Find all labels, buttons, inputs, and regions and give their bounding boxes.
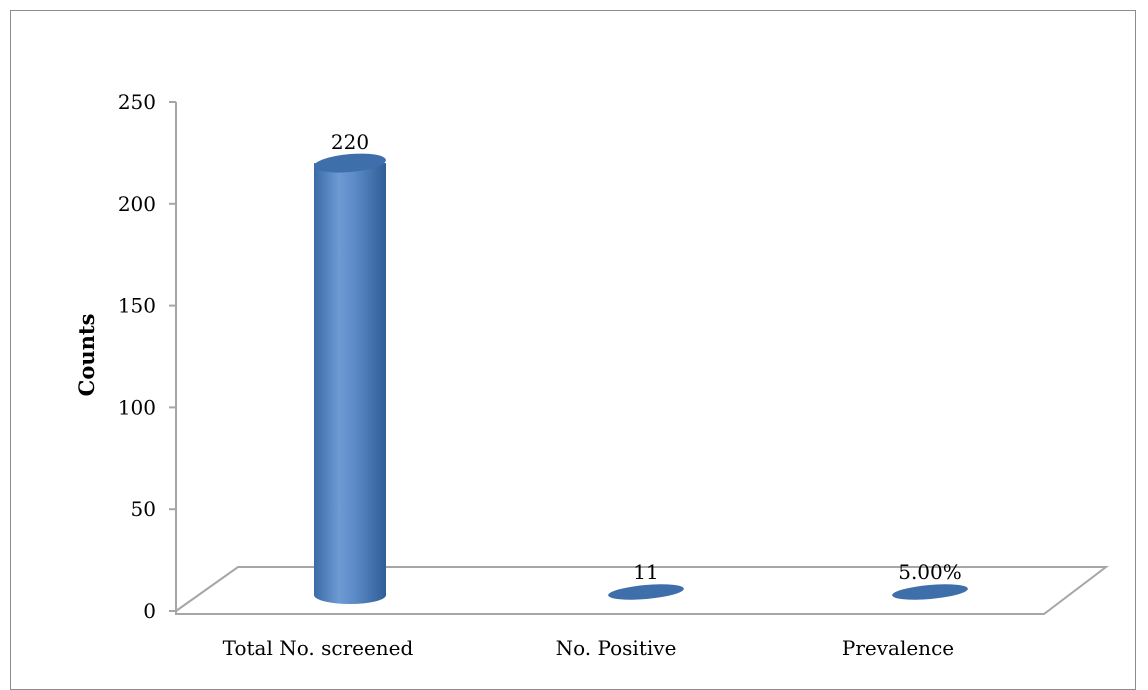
data-label: 5.00% xyxy=(898,560,962,584)
bar-top xyxy=(314,153,386,173)
x-category-label: Total No. screened xyxy=(223,636,414,660)
y-axis-title: Counts xyxy=(74,314,99,397)
data-label: 220 xyxy=(331,130,369,154)
y-tick-label: 0 xyxy=(143,599,156,623)
y-tick-label: 250 xyxy=(118,90,156,114)
y-tick-label: 200 xyxy=(118,192,156,216)
data-label: 11 xyxy=(633,560,658,584)
y-tick-label: 100 xyxy=(118,395,156,419)
chart-frame xyxy=(10,10,1136,690)
chart-floor xyxy=(175,566,1109,615)
bar-disk xyxy=(892,584,968,600)
x-category-label: Prevalence xyxy=(842,636,954,660)
bar-disk xyxy=(608,584,684,600)
y-tick-label: 50 xyxy=(131,497,156,521)
y-tick-label: 150 xyxy=(118,294,156,318)
bar-body xyxy=(314,163,386,604)
x-category-label: No. Positive xyxy=(556,636,677,660)
